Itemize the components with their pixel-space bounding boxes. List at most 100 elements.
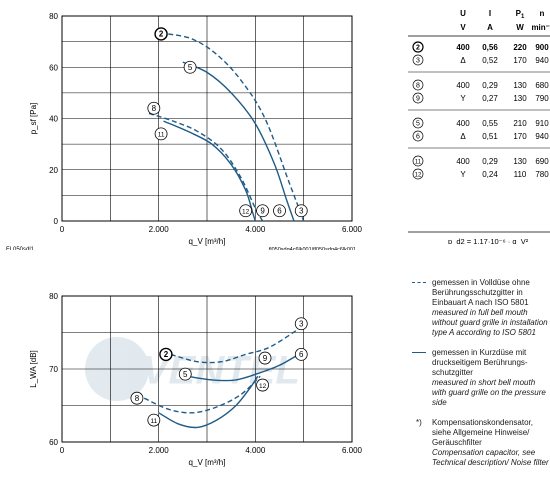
x-tick-label: 2.000 — [149, 446, 170, 455]
note-mark: *) — [416, 418, 422, 427]
plot-frame — [61, 15, 353, 222]
table-cell-i: 0,24 — [482, 170, 498, 179]
legend-dashed-en: measured in full bell mouth without guar… — [432, 308, 548, 337]
legend-solid-entry: gemessen in Kurzdüse mit druckseitigem B… — [412, 348, 550, 408]
table-row-id: 11 — [415, 160, 422, 166]
table-cell-u: Δ — [460, 132, 466, 141]
table-cell-u: 400 — [456, 81, 470, 90]
table-row-marker-5 — [412, 117, 424, 129]
table-row-id: 12 — [415, 173, 422, 179]
x-axis-label: q_V [m³/h] — [189, 237, 226, 246]
legend-note-en: Compensation capacitor, see Technical de… — [432, 448, 549, 467]
table-unit: V — [460, 23, 466, 32]
table-cell-p: 130 — [513, 94, 527, 103]
table-row-id: 3 — [416, 58, 420, 65]
table-cell-p: 210 — [513, 119, 527, 128]
y-tick-label: 20 — [49, 166, 58, 175]
table-cell-n: 940 — [535, 56, 549, 65]
table-cell-n: 940 — [535, 132, 549, 141]
table-cell-i: 0,29 — [482, 81, 498, 90]
formula-text: p_d2 = 1,17·10⁻⁶ · q_V² — [448, 237, 529, 244]
table-cell-u: 400 — [456, 157, 470, 166]
footer-right: fl050sdq4c6lk001/fl050sdq4c6lk001 — [269, 247, 356, 250]
y-axis-label: L_WA [dB] — [29, 350, 38, 388]
curve-marker-label-2: 2 — [164, 350, 169, 359]
y-tick-label: 40 — [49, 115, 58, 124]
x-tick-label: 0 — [60, 225, 65, 234]
curve-marker-2 — [159, 347, 173, 362]
y-tick-label: 70 — [49, 365, 58, 374]
curve-marker-label-3: 3 — [299, 207, 304, 216]
curve-marker-2 — [154, 27, 168, 41]
curve-marker-12 — [239, 204, 253, 218]
table-row-marker-3 — [412, 54, 424, 66]
table-row-marker-8 — [412, 79, 424, 91]
table-unit: A — [487, 23, 493, 32]
table-cell-n: 790 — [535, 94, 549, 103]
curve-8-line — [148, 112, 264, 222]
x-tick-label: 2.000 — [149, 225, 170, 234]
pressure-chart: 0 2.000 4.000 6.000 0 20 40 60 80 q_V [m³/h] p_sf … — [6, 12, 363, 250]
curve-2-line — [168, 33, 305, 222]
y-tick-label: 60 — [49, 63, 58, 72]
curve-5-line — [187, 353, 300, 382]
y-tick-label: 60 — [49, 438, 58, 447]
y-tick-label: 80 — [49, 292, 58, 301]
table-cell-n: 780 — [535, 170, 549, 179]
curve-marker-9 — [256, 204, 269, 218]
curve-11-line — [163, 120, 256, 222]
curve-marker-5 — [178, 367, 192, 381]
table-row-marker-12 — [412, 168, 424, 180]
table-row-id: 9 — [416, 96, 420, 103]
curve-5-line — [182, 61, 295, 222]
curve-marker-11 — [147, 413, 161, 427]
curve-marker-9 — [258, 351, 272, 365]
curve-marker-3 — [294, 317, 308, 331]
table-cell-u: 400 — [456, 43, 470, 52]
y-tick-label: 0 — [54, 217, 59, 226]
curve-marker-label-6: 6 — [277, 207, 282, 216]
curve-marker-label-9: 9 — [260, 207, 265, 216]
legend-dashed-de: gemessen in Volldüse ohne Berührungsschu… — [432, 278, 530, 307]
dashed-line-swatch — [412, 282, 426, 283]
table-unit: min⁻¹ — [531, 23, 550, 32]
curve-marker-label-8: 8 — [135, 394, 140, 403]
table-cell-p: 170 — [513, 132, 527, 141]
legend: gemessen in Volldüse ohne Berührungsschu… — [412, 278, 550, 478]
x-tick-label: 4.000 — [245, 225, 266, 234]
legend-note-entry: *) Kompensationskondensator, siehe Allge… — [412, 418, 550, 468]
curve-marker-8 — [147, 101, 161, 115]
table-cell-u: Y — [460, 94, 466, 103]
table-cell-n: 680 — [535, 81, 549, 90]
curve-marker-label-5: 5 — [183, 370, 188, 379]
x-tick-label: 4.000 — [245, 446, 266, 455]
curve-marker-label-11: 11 — [158, 132, 165, 139]
table-header-i: I — [489, 9, 491, 18]
y-tick-label: 80 — [49, 12, 58, 21]
table-row-id: 6 — [416, 134, 420, 141]
x-tick-label: 6.000 — [342, 225, 363, 234]
table-cell-i: 0,56 — [482, 43, 498, 52]
curve-marker-label-9: 9 — [263, 354, 268, 363]
table-unit: W — [516, 23, 524, 32]
table-cell-p: 170 — [513, 56, 527, 65]
table-cell-i: 0,27 — [482, 94, 498, 103]
table-header-n: n — [540, 9, 545, 18]
x-tick-label: 6.000 — [342, 446, 363, 455]
curve-marker-6 — [273, 204, 286, 218]
curve-marker-11 — [154, 127, 168, 141]
x-axis-label: q_V [m³/h] — [189, 458, 226, 467]
curve-marker-5 — [183, 60, 197, 74]
table-row-id: 8 — [416, 83, 420, 90]
x-tick-label: 0 — [60, 446, 65, 455]
table-cell-p: 130 — [513, 157, 527, 166]
table-cell-i: 0,55 — [482, 119, 498, 128]
curve-8-line — [143, 375, 261, 414]
footer-left: FL050sdl1 — [6, 247, 35, 250]
table-cell-n: 690 — [535, 157, 549, 166]
table-cell-u: Y — [460, 170, 466, 179]
curve-2-line — [170, 328, 300, 364]
table-row-marker-9 — [412, 92, 424, 104]
